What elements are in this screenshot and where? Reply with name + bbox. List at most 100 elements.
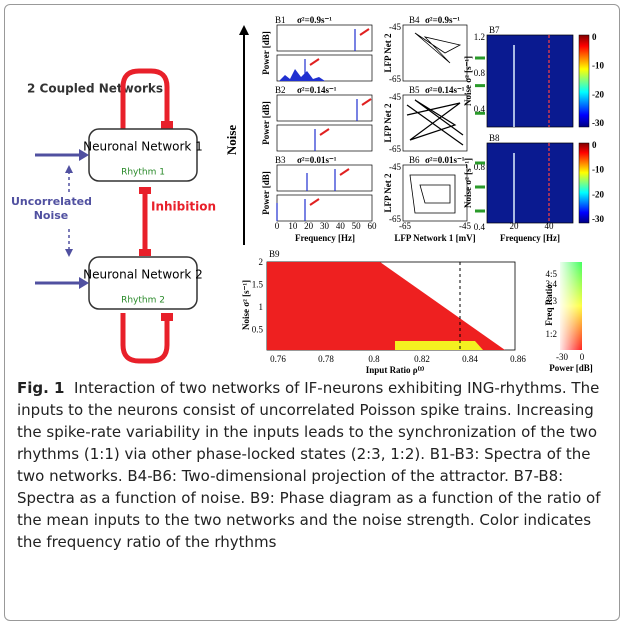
x-tick-label: 0.78 bbox=[318, 354, 334, 364]
panel-label: B6 bbox=[409, 155, 420, 165]
noise-label: Uncorrelated Noise bbox=[11, 195, 91, 222]
y-tick-label: -45 bbox=[389, 22, 401, 32]
axes bbox=[276, 164, 373, 192]
colorbar-tick-label: 4:5 bbox=[545, 269, 557, 279]
colorbar-tick-label: 1:2 bbox=[545, 329, 557, 339]
noise-floor bbox=[279, 69, 325, 81]
y-axis-label: LFP Net 2 bbox=[383, 33, 393, 72]
heatmap bbox=[486, 34, 574, 128]
colorbar-tick-label: -10 bbox=[592, 165, 604, 175]
axes bbox=[402, 164, 468, 222]
axes bbox=[276, 24, 373, 52]
y-tick-label: 0.8 bbox=[474, 68, 486, 78]
y-tick-label: 2 bbox=[259, 257, 264, 267]
figure-graphic: 2 Coupled Networks Neuronal Network 1 Rh… bbox=[11, 15, 604, 375]
node-rhythm: Rhythm 2 bbox=[121, 296, 165, 306]
axes bbox=[276, 94, 373, 122]
x-tick-label: 10 bbox=[288, 221, 298, 231]
noise-axis-label: Noise bbox=[224, 125, 239, 156]
colorbar-tick-label: -20 bbox=[592, 89, 604, 99]
y-tick-label: 1.5 bbox=[252, 280, 264, 290]
y-tick-label: 1 bbox=[259, 302, 264, 312]
panel-label: B9 bbox=[269, 249, 280, 259]
y-axis-label: Power [dB] bbox=[261, 101, 271, 145]
x-tick-label: 60 bbox=[368, 221, 378, 231]
colorbar bbox=[578, 34, 590, 128]
axes bbox=[402, 24, 468, 82]
y-axis-label: Noise σ² [s⁻¹] bbox=[463, 158, 473, 208]
panel-label: B8 bbox=[489, 133, 500, 143]
x-axis-label: Input Ratio ρ⁽ᴵ⁾ bbox=[366, 365, 424, 375]
x-axis-label: Frequency [Hz] bbox=[500, 233, 560, 243]
x-tick-label: 20 bbox=[304, 221, 314, 231]
x-tick-label: 30 bbox=[320, 221, 330, 231]
colorbar-tick-label: -20 bbox=[592, 189, 604, 199]
x-tick-label: 50 bbox=[352, 221, 362, 231]
panel-label: B5 bbox=[409, 85, 420, 95]
arrow bbox=[361, 98, 372, 106]
colorbar-tick-label: -10 bbox=[592, 61, 604, 71]
panel-sigma: σ²=0.01s⁻¹ bbox=[297, 155, 337, 165]
y-tick-label: -65 bbox=[389, 144, 401, 154]
x-tick-label: 0.86 bbox=[510, 354, 526, 364]
y-axis-label: Noise σ² [s⁻¹] bbox=[241, 280, 251, 330]
trajectory bbox=[406, 99, 464, 146]
axes bbox=[276, 194, 373, 222]
arrow bbox=[359, 28, 370, 36]
trajectory bbox=[414, 32, 462, 64]
x-tick-label: 0.76 bbox=[270, 354, 286, 364]
node-label: Neuronal Network 1 bbox=[83, 140, 203, 154]
panel-sigma: σ²=0.14s⁻¹ bbox=[425, 85, 465, 95]
colorbar-label: Power [dB] bbox=[549, 363, 593, 373]
x-tick-label: 20 bbox=[510, 221, 520, 231]
y-axis-label: Power [dB] bbox=[261, 171, 271, 215]
colorbar-tick-label: -30 bbox=[556, 352, 568, 362]
colorbar-tick-label: 3:4 bbox=[545, 279, 557, 289]
y-axis-label: Noise σ² [s⁻¹] bbox=[463, 56, 473, 106]
y-tick-label: 1.2 bbox=[474, 32, 485, 42]
figure: 2 Coupled Networks Neuronal Network 1 Rh… bbox=[4, 4, 620, 621]
x-axis-label: Frequency [Hz] bbox=[295, 233, 355, 243]
x-tick-label: 0 bbox=[275, 221, 280, 231]
heatmap bbox=[486, 142, 574, 224]
x-tick-label: 40 bbox=[336, 221, 346, 231]
trajectory bbox=[409, 174, 456, 214]
caption: Fig. 1 Interaction of two networks of IF… bbox=[17, 377, 612, 553]
panel-label: B3 bbox=[275, 155, 286, 165]
arrow bbox=[309, 198, 320, 206]
colorbar bbox=[578, 142, 590, 224]
x-tick-label: -65 bbox=[399, 221, 411, 231]
y-tick-label: -65 bbox=[389, 74, 401, 84]
y-tick-label: -45 bbox=[389, 92, 401, 102]
inhibition-label: Inhibition bbox=[151, 200, 216, 214]
caption-text: Interaction of two networks of IF-neuron… bbox=[17, 379, 601, 551]
panel-sigma: σ²=0.9s⁻¹ bbox=[297, 15, 332, 25]
x-axis-label: LFP Network 1 [mV] bbox=[394, 233, 475, 243]
y-tick-label: 0.5 bbox=[252, 325, 264, 335]
node-rhythm: Rhythm 1 bbox=[121, 168, 165, 178]
colorbar-tick-label: -30 bbox=[592, 214, 604, 224]
colorbar-tick-label: -30 bbox=[592, 118, 604, 128]
y-axis-label: LFP Net 2 bbox=[383, 103, 393, 142]
y-tick-label: -65 bbox=[389, 214, 401, 224]
y-tick-label: 0.4 bbox=[474, 104, 486, 114]
y-axis-label: LFP Net 2 bbox=[383, 173, 393, 212]
axes bbox=[276, 124, 373, 152]
colorbar-tick-label: 2:3 bbox=[545, 296, 557, 306]
x-tick-label: 0.82 bbox=[414, 354, 430, 364]
y-tick-label: 0.8 bbox=[474, 162, 486, 172]
colorbar-tick-label: 0 bbox=[592, 140, 597, 150]
y-tick-label: -45 bbox=[389, 162, 401, 172]
panel-label: B1 bbox=[275, 15, 286, 25]
colorbar-tick-label: 0 bbox=[592, 32, 597, 42]
panel-label: B2 bbox=[275, 85, 286, 95]
colorbar-label: Freq Ratio bbox=[544, 284, 554, 326]
network-diagram: 2 Coupled Networks Neuronal Network 1 Rh… bbox=[11, 68, 216, 364]
panel-sigma: σ²=0.01s⁻¹ bbox=[425, 155, 465, 165]
diagram-title: 2 Coupled Networks bbox=[27, 82, 163, 96]
colorbar-tick-label: 0 bbox=[580, 352, 585, 362]
arrow bbox=[339, 168, 350, 176]
panel-sigma: σ²=0.9s⁻¹ bbox=[425, 15, 460, 25]
x-tick-label: -45 bbox=[459, 221, 471, 231]
panel-label: B4 bbox=[409, 15, 420, 25]
